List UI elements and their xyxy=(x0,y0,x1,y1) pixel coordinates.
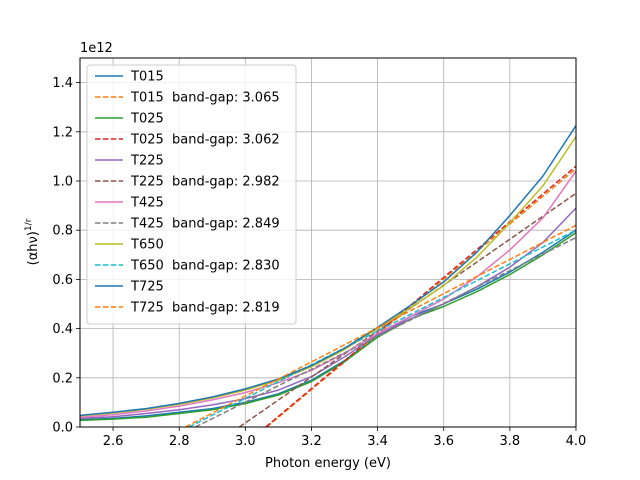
legend-label: T015 band-gap: 3.065 xyxy=(130,91,280,106)
legend-label: T725 xyxy=(130,280,164,295)
legend-label: T650 band-gap: 2.830 xyxy=(130,259,280,274)
series-line-11 xyxy=(185,224,576,427)
legend-label: T025 band-gap: 3.062 xyxy=(130,133,280,148)
legend-box xyxy=(86,64,297,325)
axes-frame xyxy=(79,57,577,428)
y-axis-label-superscript: 1/r xyxy=(24,218,34,231)
y-tick-label: 0.0 xyxy=(52,421,73,436)
y-tick-label: 0.8 xyxy=(52,224,73,239)
legend: T015 T015 band-gap: 3.065 T025 T025 band-ga… xyxy=(86,64,297,325)
series-line-8 xyxy=(80,136,576,417)
x-tick-label: 2.6 xyxy=(103,434,124,449)
legend-label: T225 band-gap: 2.982 xyxy=(130,175,280,190)
legend-label: T425 band-gap: 2.849 xyxy=(130,217,280,232)
series-line-4 xyxy=(80,207,576,420)
x-tick-label: 4.0 xyxy=(566,434,587,449)
y-tick-label: 1.0 xyxy=(52,175,73,190)
plot-series xyxy=(80,125,576,427)
x-tick-label: 3.2 xyxy=(301,434,322,449)
series-line-0 xyxy=(80,229,576,421)
y-axis-label: (αhν)1/r xyxy=(24,218,41,265)
y-axis-ticks: 0.0 0.2 0.4 0.6 0.8 1.0 1.2 1.4 xyxy=(52,76,80,436)
series-line-10 xyxy=(80,125,576,417)
legend-label: T425 xyxy=(130,196,164,211)
series-line-5 xyxy=(238,192,576,427)
x-tick-label: 3.6 xyxy=(433,434,454,449)
legend-label: T225 xyxy=(130,154,164,169)
series-line-2 xyxy=(80,232,576,422)
y-tick-label: 0.2 xyxy=(52,371,73,386)
y-offset-label: 1e12 xyxy=(80,41,113,56)
y-tick-label: 1.2 xyxy=(52,125,73,140)
legend-label: T725 band-gap: 2.819 xyxy=(130,301,280,316)
x-tick-label: 3.4 xyxy=(367,434,388,449)
y-tick-label: 0.6 xyxy=(52,273,73,288)
legend-label: T650 xyxy=(130,238,164,253)
legend-label: T015 xyxy=(130,70,164,85)
legend-label: T025 xyxy=(130,112,164,127)
x-tick-label: 3.8 xyxy=(500,434,521,449)
x-axis-ticks: 2.6 2.8 3.0 3.2 3.4 3.6 3.8 4.0 xyxy=(103,427,587,449)
y-axis-label-main: (αhν) xyxy=(26,231,41,265)
series-line-3 xyxy=(265,165,576,427)
x-axis-label: Photon energy (eV) xyxy=(265,456,391,471)
x-tick-label: 2.8 xyxy=(169,434,190,449)
y-tick-label: 0.4 xyxy=(52,322,73,337)
y-tick-label: 1.4 xyxy=(52,76,73,91)
series-line-6 xyxy=(80,170,576,418)
series-line-9 xyxy=(188,229,576,427)
x-tick-label: 3.0 xyxy=(235,434,256,449)
